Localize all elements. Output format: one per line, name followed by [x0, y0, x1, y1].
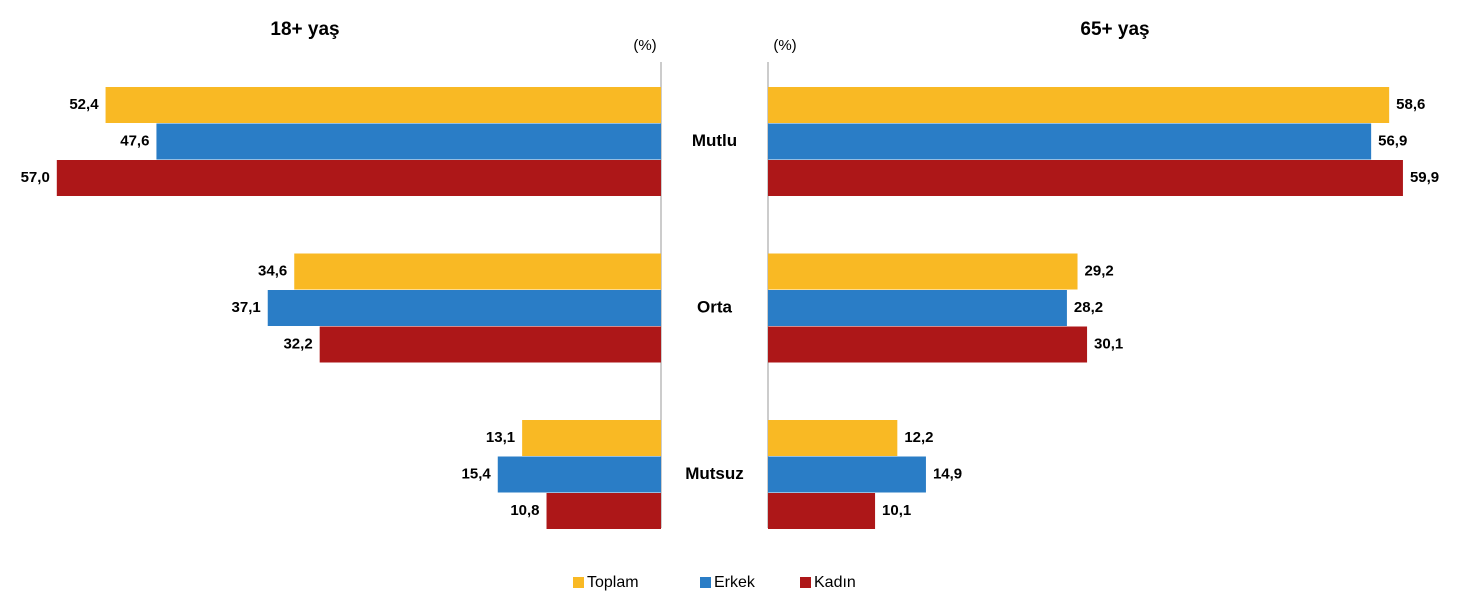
bar — [522, 420, 661, 456]
value-label: 15,4 — [462, 465, 492, 482]
value-label: 10,1 — [882, 502, 911, 519]
bar — [105, 87, 661, 123]
value-label: 12,2 — [904, 429, 933, 446]
bar — [56, 160, 662, 196]
legend-label: Erkek — [714, 574, 756, 591]
bar — [768, 290, 1067, 326]
bar — [319, 326, 661, 363]
chart-title: 65+ yaş — [1080, 19, 1149, 40]
value-label: 58,6 — [1396, 96, 1425, 113]
bar — [768, 456, 926, 493]
bar — [294, 253, 661, 290]
unit-label: (%) — [773, 37, 796, 54]
bar — [768, 493, 876, 529]
value-label: 29,2 — [1085, 262, 1114, 279]
value-label: 32,2 — [283, 335, 312, 352]
value-label: 28,2 — [1074, 299, 1103, 316]
value-label: 14,9 — [933, 465, 962, 482]
bar — [546, 493, 661, 529]
value-label: 59,9 — [1410, 169, 1439, 186]
unit-label: (%) — [633, 37, 656, 54]
value-label: 37,1 — [232, 299, 261, 316]
bar — [768, 87, 1390, 123]
bar — [768, 420, 898, 456]
bar — [768, 123, 1372, 160]
bar — [768, 326, 1088, 363]
bar — [497, 456, 661, 493]
value-label: 57,0 — [21, 169, 50, 186]
legend-swatch — [573, 577, 584, 588]
bar — [267, 290, 661, 326]
bar — [156, 123, 661, 160]
value-label: 13,1 — [486, 429, 515, 446]
legend-swatch — [800, 577, 811, 588]
value-label: 10,8 — [510, 502, 539, 519]
value-label: 52,4 — [69, 96, 99, 113]
bar — [768, 253, 1078, 290]
legend-label: Kadın — [814, 574, 856, 591]
bar — [768, 160, 1403, 196]
chart-title: 18+ yaş — [270, 19, 339, 40]
value-label: 34,6 — [258, 262, 287, 279]
category-label: Mutlu — [692, 131, 737, 150]
category-label: Mutsuz — [685, 464, 744, 483]
value-label: 47,6 — [120, 132, 149, 149]
value-label: 30,1 — [1094, 335, 1123, 352]
legend-swatch — [700, 577, 711, 588]
value-label: 56,9 — [1378, 132, 1407, 149]
category-label: Orta — [697, 297, 733, 316]
legend-label: Toplam — [587, 574, 639, 591]
